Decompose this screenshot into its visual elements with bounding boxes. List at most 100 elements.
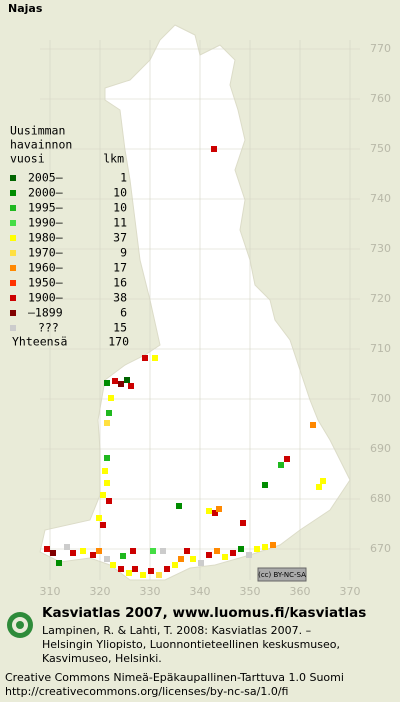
grid-label: 670: [370, 542, 391, 555]
legend-header: havainnon: [10, 138, 72, 152]
license-badge-box: [257, 567, 307, 582]
observation-square: [156, 572, 162, 578]
observation-square: [132, 566, 138, 572]
observation-square: [104, 380, 110, 386]
observation-square: [214, 548, 220, 554]
observation-square: [310, 422, 316, 428]
legend-count-header: lkm: [103, 152, 124, 166]
legend-count: 37: [113, 231, 127, 245]
observation-square: [140, 572, 146, 578]
observation-square: [104, 455, 110, 461]
legend: 2005– 1 2000– 10 1995– 10 1990– 11 1980– 37 1970– 9…: [10, 171, 127, 335]
legend-swatch: [10, 265, 16, 271]
observation-square: [206, 552, 212, 558]
observation-square: [118, 381, 124, 387]
observation-square: [148, 568, 154, 574]
observation-square: [212, 510, 218, 516]
legend-swatch: [10, 175, 16, 181]
observation-square: [262, 544, 268, 550]
legend-swatch: [10, 280, 16, 286]
grid-label: 340: [190, 585, 211, 598]
observation-square: [108, 395, 114, 401]
observation-square: [178, 556, 184, 562]
grid-label: 700: [370, 392, 391, 405]
legend-label: 1990–: [28, 216, 63, 230]
observation-square: [100, 492, 106, 498]
grid-label: 750: [370, 142, 391, 155]
logo: [7, 612, 33, 638]
legend-label: 1960–: [28, 261, 63, 275]
observation-square: [106, 498, 112, 504]
legend-count: 15: [113, 321, 127, 335]
legend-label: –1899: [28, 306, 63, 320]
legend-count: 10: [113, 186, 127, 200]
legend-label: 2000–: [28, 186, 63, 200]
citation-line: Kasvimuseo, Helsinki.: [42, 652, 162, 665]
license-line: http://creativecommons.org/licenses/by-n…: [5, 685, 288, 698]
legend-swatch: [10, 235, 16, 241]
observation-square: [150, 548, 156, 554]
legend-count: 16: [113, 276, 127, 290]
observation-square: [124, 377, 130, 383]
observation-square: [222, 554, 228, 560]
grid-label: 320: [90, 585, 111, 598]
grid-label: 730: [370, 242, 391, 255]
observation-square: [238, 546, 244, 552]
citation-line: Helsingin Yliopisto, Luonnontieteellinen…: [42, 638, 340, 651]
observation-square: [100, 522, 106, 528]
observation-square: [50, 550, 56, 556]
legend-count: 17: [113, 261, 127, 275]
observation-square: [254, 546, 260, 552]
footer-heading: Kasviatlas 2007, www.luomus.fi/kasviatla…: [42, 605, 366, 621]
legend-header: vuosi: [10, 152, 45, 166]
grid-label: 360: [290, 585, 311, 598]
observation-square: [206, 508, 212, 514]
observation-square: [130, 548, 136, 554]
observation-square: [120, 553, 126, 559]
observation-square: [320, 478, 326, 484]
observation-square: [190, 556, 196, 562]
grid-label: 720: [370, 292, 391, 305]
legend-swatch: [10, 295, 16, 301]
legend-label: 1995–: [28, 201, 63, 215]
observation-square: [142, 355, 148, 361]
observation-square: [80, 548, 86, 554]
grid-label: 310: [40, 585, 61, 598]
legend-label: 1980–: [28, 231, 63, 245]
observation-square: [176, 503, 182, 509]
observation-square: [278, 462, 284, 468]
observation-square: [284, 456, 290, 462]
grid: 770 760 750 740 730 720 710 700 690 680 670 310 320 3…: [40, 40, 391, 598]
observation-square: [240, 520, 246, 526]
grid-label: 350: [240, 585, 261, 598]
grid-label: 770: [370, 42, 391, 55]
citation-line: Lampinen, R. & Lahti, T. 2008: Kasviatla…: [42, 624, 311, 637]
grid-label: 760: [370, 92, 391, 105]
legend-count: 10: [113, 201, 127, 215]
legend-count: 9: [120, 246, 127, 260]
observation-square: [216, 506, 222, 512]
legend-header: Uusimman: [10, 124, 65, 138]
grid-label: 690: [370, 442, 391, 455]
observation-square: [96, 548, 102, 554]
observation-square: [104, 556, 110, 562]
observation-square: [112, 378, 118, 384]
legend-label: 2005–: [28, 171, 63, 185]
observation-square: [164, 566, 170, 572]
observation-square: [126, 570, 132, 576]
legend-swatch: [10, 325, 16, 331]
legend-count: 11: [113, 216, 127, 230]
observation-square: [184, 548, 190, 554]
observation-square: [104, 420, 110, 426]
observations: [44, 146, 326, 578]
observation-square: [128, 383, 134, 389]
observation-square: [198, 560, 204, 566]
observation-square: [246, 552, 252, 558]
license-line: Creative Commons Nimeä-Epäkaupallinen-Ta…: [5, 671, 344, 684]
grid-label: 330: [140, 585, 161, 598]
observation-square: [262, 482, 268, 488]
legend-swatch: [10, 205, 16, 211]
legend-swatch: [10, 190, 16, 196]
